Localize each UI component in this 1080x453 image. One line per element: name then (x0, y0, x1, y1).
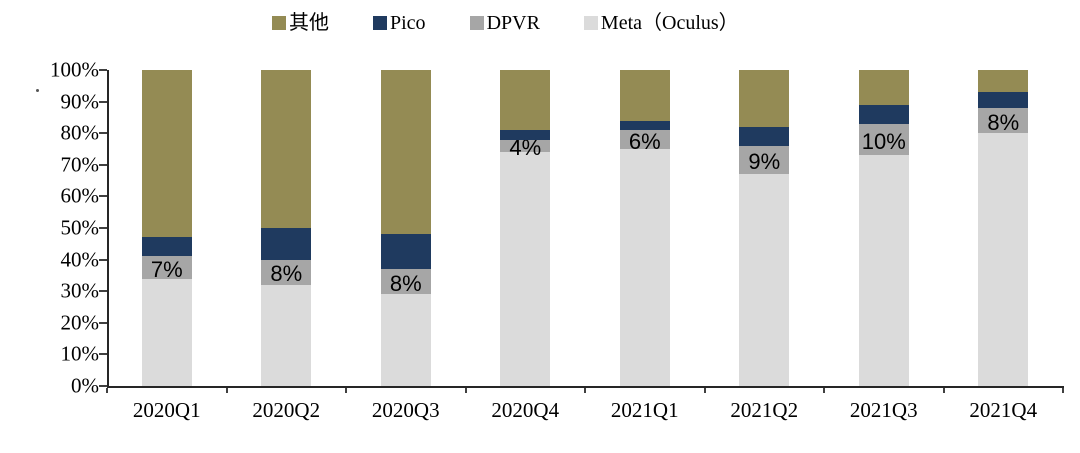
x-category-label: 2021Q4 (969, 398, 1038, 422)
bar-segment-other (141, 70, 192, 238)
data-label: 8% (270, 261, 303, 287)
y-axis-tick (99, 195, 107, 198)
legend-swatch-dpvr (469, 16, 484, 30)
y-axis-tick (99, 132, 107, 135)
legend-label-dpvr: DPVR (486, 12, 540, 34)
data-label: 7% (150, 256, 183, 282)
x-axis-tick (584, 388, 586, 393)
legend-item-dpvr: DPVR (469, 12, 540, 34)
bar-segment-pico (380, 234, 431, 270)
bar-segment-pico (739, 126, 790, 146)
data-label: 8% (987, 109, 1020, 135)
bar-segment-metaoculus (619, 149, 670, 386)
y-axis-tick-label: 50% (60, 215, 100, 240)
y-axis-tick-label: 90% (60, 89, 100, 114)
bar-segment-other (739, 70, 790, 127)
bar-segment-dpvr (500, 139, 551, 153)
x-category-label: 2021Q2 (730, 398, 799, 422)
bar-segment-other (380, 70, 431, 235)
x-axis-tick (1062, 388, 1064, 393)
legend-label-pico: Pico (390, 12, 426, 34)
legend-label-meta-oculus: Meta（Oculus） (600, 12, 739, 34)
x-axis-tick (345, 388, 347, 393)
legend-item-meta-oculus: Meta（Oculus） (583, 12, 739, 34)
legend-swatch-other (272, 16, 286, 30)
bar-segment-dpvr (619, 130, 670, 149)
bar-segment-pico (500, 130, 551, 140)
x-category-label: 2020Q4 (491, 398, 560, 422)
y-axis-tick-label: 10% (60, 341, 100, 366)
x-axis-tick (225, 388, 228, 393)
legend-label-other: 其他 (289, 12, 329, 34)
y-axis-line (107, 70, 109, 387)
legend-swatch-pico (373, 16, 387, 30)
y-axis-tick-label: 60% (60, 183, 100, 208)
bar-segment-pico (261, 228, 312, 260)
y-axis-tick-label: 20% (60, 310, 100, 335)
legend: 其他 Pico DPVR Meta（Oculus） (272, 12, 739, 34)
bar-segment-metaoculus (858, 155, 909, 386)
y-axis-tick (99, 227, 107, 229)
x-category-label: 2021Q3 (849, 398, 918, 422)
x-axis-tick (942, 388, 945, 393)
y-axis-tick (99, 69, 107, 71)
bar-segment-dpvr (858, 123, 909, 156)
bar-segment-dpvr (380, 269, 431, 295)
bar-segment-dpvr (141, 256, 192, 279)
bar-segment-dpvr (261, 259, 312, 285)
y-axis-tick-label: 80% (60, 120, 100, 145)
legend-item-other: 其他 (272, 12, 329, 34)
x-axis-tick (106, 388, 108, 393)
bar-segment-metaoculus (500, 152, 551, 386)
bar-segment-other (500, 70, 551, 131)
data-label: 8% (389, 270, 422, 296)
bar-segment-other (858, 70, 909, 105)
x-category-label: 2021Q1 (610, 398, 679, 422)
bar-segment-metaoculus (261, 284, 312, 386)
x-category-label: 2020Q2 (252, 398, 321, 422)
y-axis-tick (99, 100, 107, 103)
bar-segment-dpvr (739, 145, 790, 175)
y-axis-tick-label: 100% (50, 57, 99, 82)
bar-segment-metaoculus (141, 278, 192, 386)
bar-segment-pico (858, 104, 909, 124)
bar-segment-metaoculus (978, 133, 1029, 386)
x-axis-tick (464, 388, 467, 393)
x-category-label: 2020Q3 (371, 398, 440, 422)
data-label: 10% (861, 128, 906, 154)
x-axis-tick (703, 388, 706, 393)
bar-segment-other (261, 70, 312, 228)
y-axis-tick-label: 40% (60, 247, 100, 272)
legend-item-pico: Pico (373, 12, 426, 34)
x-axis-line (107, 386, 1064, 388)
legend-swatch-meta-oculus (583, 16, 598, 30)
y-axis-tick (99, 385, 107, 387)
bar-segment-dpvr (978, 107, 1029, 134)
data-label: 4% (509, 134, 542, 160)
stray-mark (36, 89, 39, 92)
y-axis-tick (99, 258, 107, 261)
bar-segment-other (619, 70, 670, 121)
bar-segment-metaoculus (380, 294, 431, 386)
bar-segment-pico (619, 120, 670, 131)
y-axis-tick-label: 70% (60, 152, 100, 177)
bar-segment-metaoculus (739, 174, 790, 386)
y-axis-tick (99, 290, 107, 293)
bar-segment-other (978, 70, 1029, 93)
y-axis-tick (99, 163, 107, 166)
bar-segment-pico (978, 92, 1029, 108)
y-axis-tick (99, 353, 107, 356)
data-label: 6% (628, 128, 661, 154)
y-axis-tick (99, 321, 107, 324)
bar-segment-pico (141, 237, 192, 257)
x-axis-tick (823, 388, 825, 393)
y-axis-tick-label: 0% (71, 373, 99, 398)
x-category-label: 2020Q1 (132, 398, 201, 422)
data-label: 9% (748, 149, 781, 175)
y-axis-tick-label: 30% (60, 278, 100, 303)
